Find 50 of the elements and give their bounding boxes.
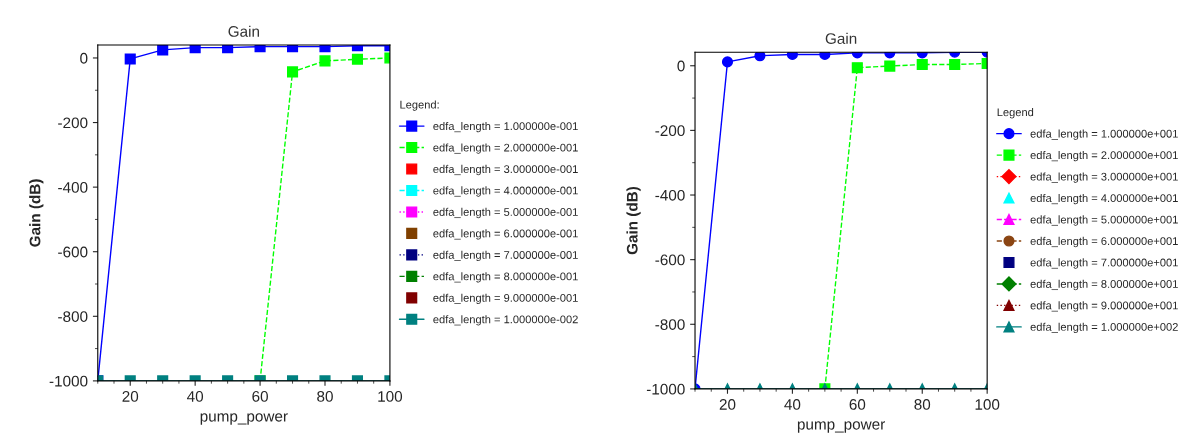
y-tick-label: -600 [58,246,88,258]
legend-label: edfa_length = 3.000000e+001 [1030,172,1178,183]
legend-label: edfa_length = 3.000000e-001 [433,164,578,176]
legend-label: edfa_length = 9.000000e-001 [433,293,578,305]
legend-label: edfa_length = 1.000000e-001 [433,121,578,133]
legend-label: edfa_length = 4.000000e+001 [1030,193,1178,205]
legend-label: edfa_length = 6.000000e+001 [1030,236,1178,248]
y-tick-label: -600 [655,254,685,266]
x-tick-label: 20 [122,391,139,402]
legend-label: edfa_length = 2.000000e+001 [1030,150,1178,162]
x-axis-title: pump_power [797,421,885,433]
chart-title: Gain [228,25,259,37]
x-tick-label: 80 [914,399,931,410]
x-tick-label: 80 [317,391,333,402]
legend-label: edfa_length = 7.000000e+001 [1030,258,1178,269]
y-tick-label: -800 [655,319,685,330]
x-tick-label: 60 [849,399,866,410]
chart-title: Gain [825,32,857,44]
legend-label: edfa_length = 9.000000e+001 [1030,301,1178,312]
legend-label: edfa_length = 1.000000e-002 [433,315,578,326]
legend-label: edfa_length = 5.000000e+001 [1030,215,1178,226]
y-tick-label: -400 [655,189,685,201]
legend-label: edfa_length = 7.000000e-001 [433,250,578,262]
x-tick-label: 60 [252,391,268,402]
legend-label: edfa_length = 1.000000e+001 [1030,129,1178,140]
y-axis-title: Gain (dB) [626,186,641,255]
y-axis-title: Gain (dB) [29,179,44,247]
legend-label: edfa_length = 8.000000e-001 [433,272,578,283]
y-tick-label: 0 [80,52,88,64]
legend-label: edfa_length = 5.000000e-001 [433,207,578,219]
x-tick-label: 40 [784,399,801,410]
y-tick-label: -200 [58,117,88,129]
y-tick-label: 0 [677,60,685,72]
legend-title: Legend [997,108,1034,119]
y-tick-label: -400 [58,182,88,193]
legend-label: edfa_length = 6.000000e-001 [433,229,578,240]
legend-label: edfa_length = 4.000000e-001 [433,186,578,197]
legend-title: Legend: [400,100,439,111]
x-axis-title: pump_power [200,413,288,425]
x-tick-label: 100 [378,391,403,402]
legend-label: edfa_length = 8.000000e+001 [1030,279,1178,291]
x-tick-label: 20 [719,399,736,410]
y-tick-label: -1000 [646,383,685,395]
y-tick-label: -200 [655,125,685,137]
x-tick-label: 40 [187,391,204,402]
legend-label: edfa_length = 2.000000e-001 [433,143,578,154]
y-tick-label: -1000 [49,375,88,387]
y-tick-label: -800 [58,311,88,322]
x-tick-label: 100 [975,399,1000,410]
legend-label: edfa_length = 1.000000e+002 [1030,322,1178,334]
